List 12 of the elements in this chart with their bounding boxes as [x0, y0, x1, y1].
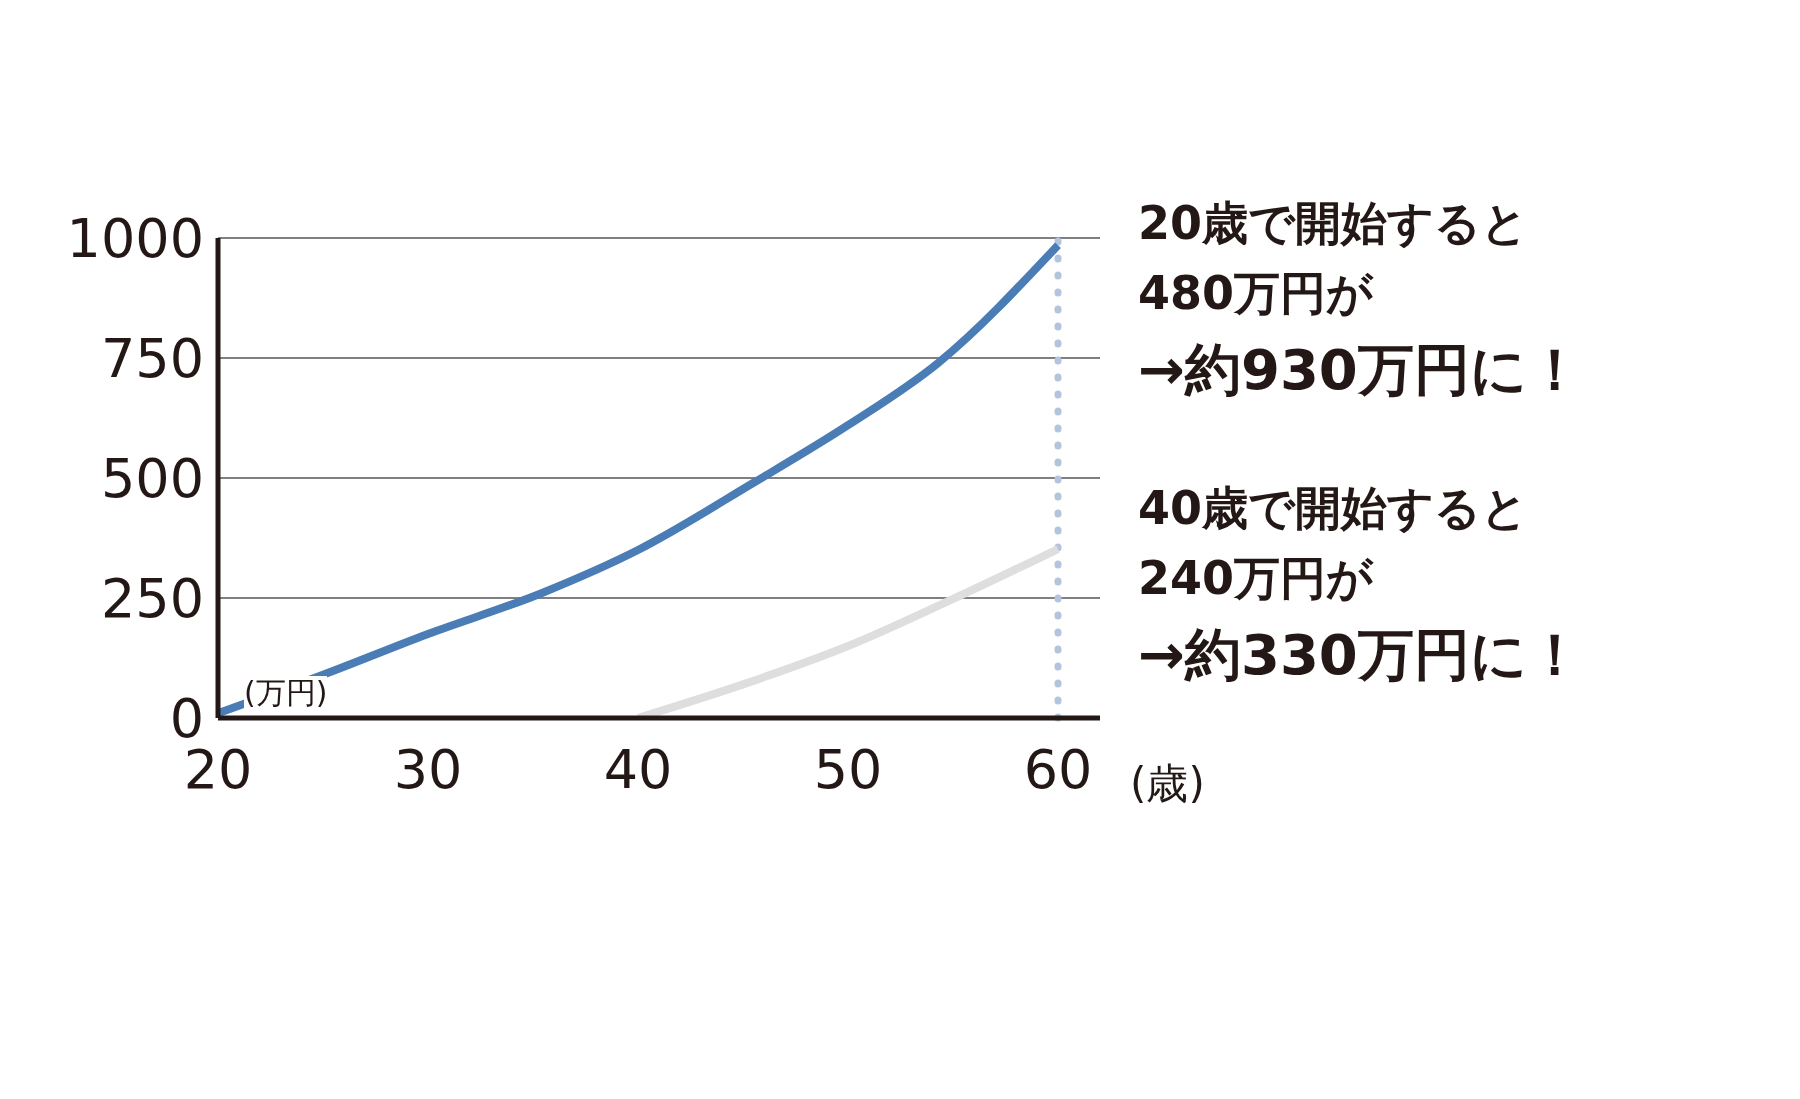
x-tick-label: 50: [813, 738, 883, 802]
y-tick-label: 250: [100, 567, 204, 631]
x-tick-label: 40: [603, 738, 673, 802]
text: 20歳で開始すると 480万円が →約930万円に！: [1138, 195, 1583, 404]
text: 40歳で開始すると 240万円が →約330万円に！: [1138, 480, 1583, 689]
y-tick-label: 1000: [66, 207, 204, 271]
y-axis-title: (万円): [244, 675, 328, 710]
y-tick-label: 500: [100, 447, 204, 511]
x-axis-title: (歳): [1130, 758, 1205, 810]
x-tick-label: 60: [1023, 738, 1093, 802]
x-tick-label: 30: [393, 738, 463, 802]
y-tick-label: 750: [100, 327, 204, 391]
